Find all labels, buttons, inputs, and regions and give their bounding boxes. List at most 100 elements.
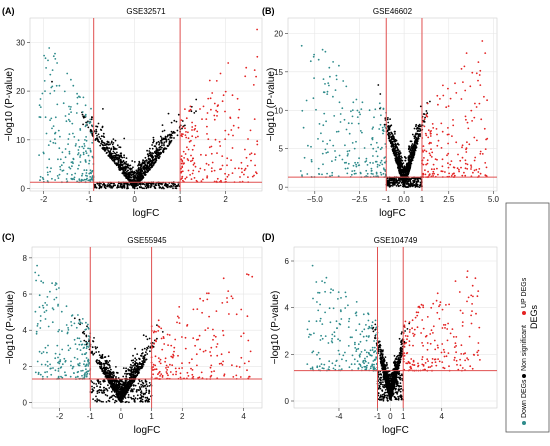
point-nonsignificant bbox=[163, 143, 165, 145]
point-nonsignificant bbox=[146, 353, 149, 355]
point-nonsignificant bbox=[159, 135, 162, 138]
point-down-deg bbox=[370, 167, 373, 170]
point-nonsignificant bbox=[127, 388, 130, 391]
point-up-deg bbox=[441, 158, 444, 161]
point-down-deg bbox=[376, 155, 379, 158]
point-nonsignificant bbox=[161, 182, 163, 185]
point-nonsignificant bbox=[419, 105, 422, 108]
y-tick-label: 0 bbox=[279, 183, 284, 192]
point-nonsignificant bbox=[134, 176, 137, 179]
point-nonsignificant bbox=[134, 366, 136, 369]
point-up-deg bbox=[201, 118, 203, 120]
point-down-deg bbox=[87, 335, 90, 337]
point-down-deg bbox=[91, 169, 94, 172]
point-up-deg bbox=[185, 131, 187, 133]
point-up-deg bbox=[256, 28, 258, 31]
point-up-deg bbox=[166, 372, 169, 375]
point-up-deg bbox=[235, 365, 238, 368]
point-up-deg bbox=[174, 367, 177, 370]
point-up-deg bbox=[247, 273, 250, 276]
point-nonsignificant bbox=[133, 182, 135, 185]
point-down-deg bbox=[51, 177, 53, 180]
point-nonsignificant bbox=[167, 138, 170, 141]
point-nonsignificant bbox=[128, 179, 131, 182]
point-up-deg bbox=[477, 79, 479, 82]
point-nonsignificant bbox=[158, 157, 160, 160]
point-up-deg bbox=[479, 152, 482, 155]
data-points bbox=[38, 28, 259, 190]
point-nonsignificant bbox=[410, 156, 412, 159]
point-nonsignificant bbox=[176, 134, 179, 137]
point-nonsignificant bbox=[118, 388, 121, 391]
point-nonsignificant bbox=[105, 401, 108, 403]
point-nonsignificant bbox=[111, 158, 113, 161]
point-down-deg bbox=[74, 343, 77, 345]
point-up-deg bbox=[437, 103, 439, 106]
point-down-deg bbox=[81, 172, 84, 175]
point-up-deg bbox=[241, 171, 243, 174]
point-nonsignificant bbox=[152, 141, 154, 144]
point-down-deg bbox=[42, 351, 45, 353]
point-up-deg bbox=[190, 154, 192, 157]
point-nonsignificant bbox=[97, 389, 100, 392]
point-nonsignificant bbox=[173, 137, 175, 139]
point-nonsignificant bbox=[102, 108, 104, 110]
point-nonsignificant bbox=[174, 187, 177, 190]
point-up-deg bbox=[196, 130, 199, 133]
point-up-deg bbox=[191, 159, 194, 162]
point-nonsignificant bbox=[140, 399, 142, 402]
point-nonsignificant bbox=[115, 366, 117, 368]
point-nonsignificant bbox=[145, 380, 148, 383]
point-nonsignificant bbox=[118, 168, 121, 170]
point-up-deg bbox=[243, 173, 245, 176]
point-up-deg bbox=[170, 355, 173, 358]
point-down-deg bbox=[70, 78, 72, 81]
point-nonsignificant bbox=[168, 143, 171, 146]
point-nonsignificant bbox=[137, 372, 140, 374]
point-up-deg bbox=[474, 156, 477, 159]
point-up-deg bbox=[477, 171, 480, 173]
point-nonsignificant bbox=[415, 137, 418, 139]
point-nonsignificant bbox=[399, 184, 402, 187]
point-nonsignificant bbox=[151, 147, 154, 150]
point-up-deg bbox=[209, 351, 212, 353]
point-down-deg bbox=[34, 310, 37, 313]
point-nonsignificant bbox=[119, 154, 122, 157]
point-nonsignificant bbox=[386, 118, 389, 121]
point-nonsignificant bbox=[166, 184, 169, 186]
point-down-deg bbox=[76, 358, 79, 360]
point-up-deg bbox=[244, 148, 246, 151]
point-nonsignificant bbox=[134, 357, 137, 360]
point-nonsignificant bbox=[110, 371, 112, 374]
point-nonsignificant bbox=[129, 363, 132, 366]
point-down-deg bbox=[85, 172, 88, 174]
point-up-deg bbox=[206, 133, 208, 135]
point-nonsignificant bbox=[91, 350, 93, 353]
point-up-deg bbox=[160, 373, 163, 375]
point-up-deg bbox=[231, 297, 234, 300]
point-down-deg bbox=[346, 150, 349, 153]
point-up-deg bbox=[180, 134, 183, 137]
point-down-deg bbox=[375, 160, 378, 163]
point-nonsignificant bbox=[109, 183, 111, 186]
point-nonsignificant bbox=[131, 184, 134, 187]
point-down-deg bbox=[38, 306, 41, 308]
point-down-deg bbox=[377, 146, 379, 149]
point-up-deg bbox=[176, 315, 179, 318]
point-nonsignificant bbox=[97, 351, 100, 353]
point-up-deg bbox=[199, 167, 202, 170]
point-up-deg bbox=[423, 125, 426, 128]
point-down-deg bbox=[300, 44, 303, 47]
point-down-deg bbox=[57, 370, 60, 372]
point-down-deg bbox=[86, 374, 88, 376]
point-nonsignificant bbox=[148, 392, 150, 395]
point-up-deg bbox=[447, 162, 449, 165]
point-down-deg bbox=[73, 338, 76, 341]
point-nonsignificant bbox=[93, 382, 95, 385]
point-nonsignificant bbox=[125, 390, 128, 393]
point-nonsignificant bbox=[139, 397, 142, 399]
point-nonsignificant bbox=[410, 178, 412, 181]
point-nonsignificant bbox=[98, 354, 101, 357]
point-nonsignificant bbox=[406, 172, 409, 175]
point-nonsignificant bbox=[108, 186, 111, 188]
